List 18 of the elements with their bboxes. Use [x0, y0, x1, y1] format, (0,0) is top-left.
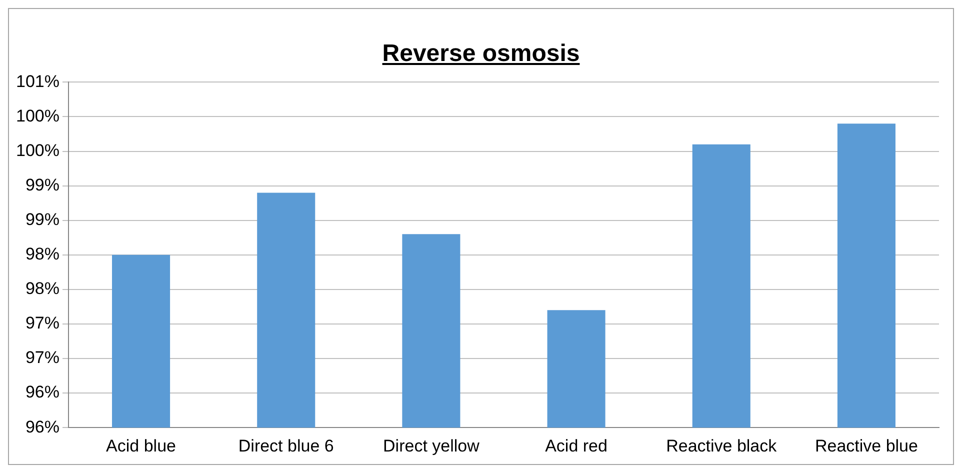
y-tick-label: 99% — [25, 176, 60, 195]
x-tick-label: Direct yellow — [383, 436, 480, 456]
y-tick-label: 96% — [25, 382, 60, 402]
y-tick-label: 98% — [25, 244, 60, 264]
y-tick-label: 101% — [16, 72, 60, 91]
x-tick-label: Reactive blue — [814, 436, 918, 456]
y-tick-label: 100% — [16, 140, 60, 160]
x-tick-label: Direct blue 6 — [238, 436, 334, 456]
x-tick-label: Acid red — [545, 436, 608, 456]
chart-title: Reverse osmosis — [381, 39, 581, 69]
y-tick-label: 99% — [25, 210, 60, 230]
y-tick-label: 98% — [25, 279, 60, 298]
x-tick-label: Reactive black — [666, 436, 778, 456]
y-tick-label: 97% — [25, 314, 60, 333]
x-tick-label: Acid blue — [106, 436, 176, 456]
y-tick-label: 97% — [25, 348, 60, 368]
y-tick-label: 100% — [16, 106, 60, 126]
y-tick-label: 96% — [25, 417, 60, 436]
